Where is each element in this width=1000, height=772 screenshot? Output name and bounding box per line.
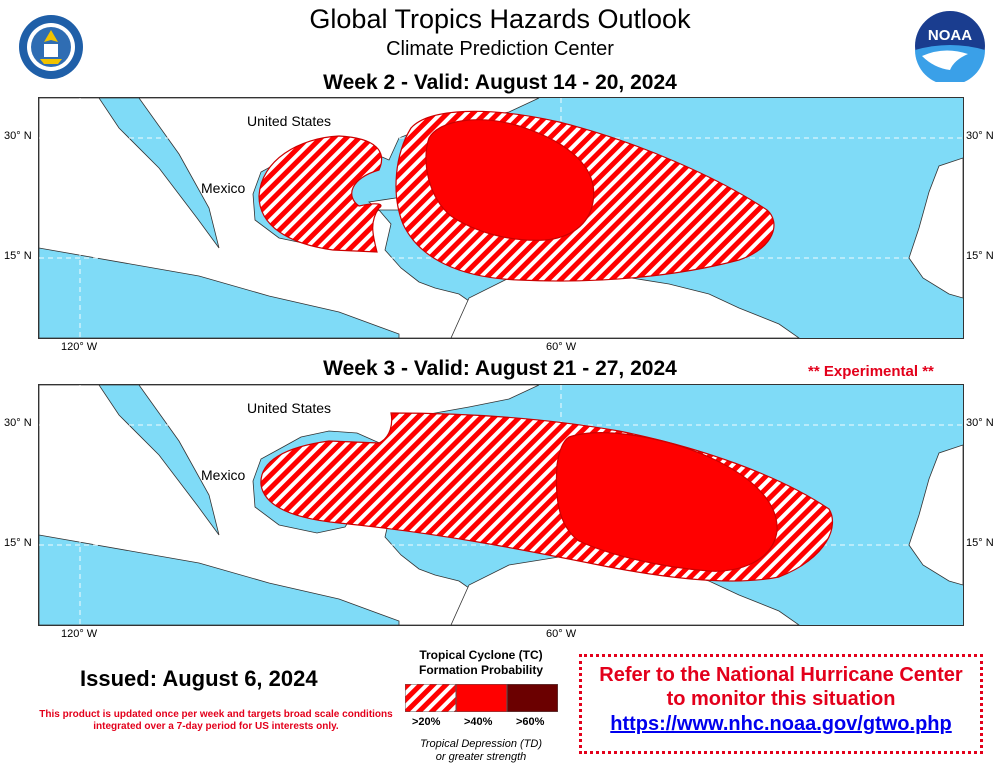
legend-swatch-60 bbox=[506, 683, 559, 713]
week3-lat-15-right: 15° N bbox=[966, 537, 994, 549]
nhc-link[interactable]: https://www.nhc.noaa.gov/gtwo.php bbox=[610, 713, 952, 735]
week2-hazard-atlantic-40 bbox=[425, 119, 595, 241]
commerce-seal-icon bbox=[18, 14, 84, 80]
issued-date: Issued: August 6, 2024 bbox=[80, 666, 318, 691]
week2-map: United States Mexico bbox=[38, 97, 964, 339]
week2-label-mexico: Mexico bbox=[201, 180, 246, 196]
week3-lat-30-left: 30° N bbox=[4, 417, 32, 429]
week2-lat-30-left: 30° N bbox=[4, 130, 32, 142]
week2-lon-120w: 120° W bbox=[61, 341, 98, 353]
week3-lat-15-left: 15° N bbox=[4, 537, 32, 549]
nhc-notice-line1: Refer to the National Hurricane Center bbox=[599, 664, 963, 686]
week3-lat-30-right: 30° N bbox=[966, 417, 994, 429]
legend-swatches bbox=[404, 683, 559, 713]
page-title: Global Tropics Hazards Outlook bbox=[309, 4, 691, 34]
south-america-land bbox=[450, 269, 800, 338]
week3-map: United States Mexico bbox=[38, 384, 964, 626]
experimental-badge: ** Experimental ** bbox=[808, 363, 934, 380]
africa-land bbox=[908, 157, 963, 299]
legend-note-line1: Tropical Depression (TD) bbox=[419, 738, 543, 750]
week2-lat-15-left: 15° N bbox=[4, 250, 32, 262]
nhc-notice-box: Refer to the National Hurricane Center t… bbox=[579, 654, 983, 754]
legend-label-60: >60% bbox=[516, 716, 545, 728]
week2-lat-15-right: 15° N bbox=[966, 250, 994, 262]
noaa-logo-text: NOAA bbox=[928, 27, 972, 44]
week3-label: Week 3 - Valid: August 21 - 27, 2024 bbox=[323, 357, 677, 380]
week3-lon-120w: 120° W bbox=[61, 628, 98, 640]
week3-label-mexico: Mexico bbox=[201, 467, 246, 483]
legend-title-line1: Tropical Cyclone (TC) bbox=[419, 648, 543, 662]
legend-label-20: >20% bbox=[412, 716, 441, 728]
week2-hazard-gulf-20 bbox=[258, 135, 383, 253]
week2-label-united-states: United States bbox=[247, 113, 331, 129]
legend-note: Tropical Depression (TD) or greater stre… bbox=[400, 738, 562, 764]
week2-label: Week 2 - Valid: August 14 - 20, 2024 bbox=[323, 71, 677, 94]
week3-label-united-states: United States bbox=[247, 400, 331, 416]
page-subtitle: Climate Prediction Center bbox=[386, 38, 614, 60]
noaa-logo-icon: NOAA bbox=[914, 10, 986, 85]
nhc-notice-line2: to monitor this situation bbox=[666, 688, 896, 710]
disclaimer-text: This product is updated once per week an… bbox=[39, 709, 393, 732]
week3-hazard-atlantic-40 bbox=[555, 432, 778, 572]
africa-land bbox=[908, 444, 963, 586]
legend-title-line2: Formation Probability bbox=[418, 663, 543, 677]
legend-swatch-20 bbox=[404, 683, 457, 713]
legend-title: Tropical Cyclone (TC) Formation Probabil… bbox=[400, 648, 562, 678]
legend-label-40: >40% bbox=[464, 716, 493, 728]
week2-lat-30-right: 30° N bbox=[966, 130, 994, 142]
week3-lon-60w: 60° W bbox=[546, 628, 577, 640]
legend-swatch-40 bbox=[455, 683, 508, 713]
week2-lon-60w: 60° W bbox=[546, 341, 577, 353]
legend-note-line2: or greater strength bbox=[435, 751, 527, 763]
